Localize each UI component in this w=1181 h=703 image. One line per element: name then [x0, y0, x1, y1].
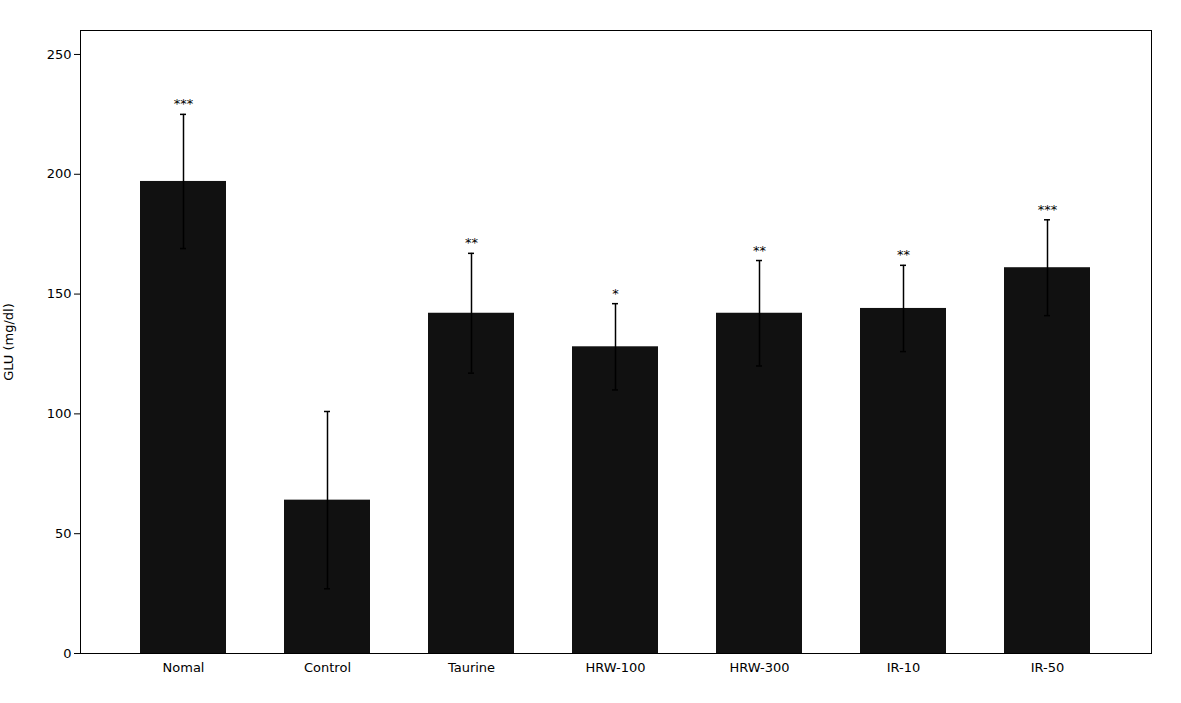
svg-text:IR-50: IR-50: [1031, 660, 1065, 675]
svg-text:***: ***: [1038, 202, 1058, 217]
svg-text:100: 100: [47, 406, 72, 421]
svg-text:250: 250: [47, 47, 72, 62]
svg-text:**: **: [465, 235, 479, 250]
svg-text:**: **: [753, 243, 767, 258]
svg-text:GLU (mg/dl): GLU (mg/dl): [1, 303, 16, 381]
svg-text:Nomal: Nomal: [163, 660, 205, 675]
svg-text:**: **: [897, 247, 911, 262]
svg-text:Taurine: Taurine: [447, 660, 495, 675]
svg-text:*: *: [612, 286, 619, 301]
svg-text:200: 200: [47, 166, 72, 181]
svg-text:IR-10: IR-10: [887, 660, 921, 675]
svg-text:50: 50: [55, 526, 72, 541]
svg-text:HRW-300: HRW-300: [729, 660, 789, 675]
svg-text:HRW-100: HRW-100: [585, 660, 645, 675]
svg-text:Control: Control: [304, 660, 351, 675]
svg-text:***: ***: [174, 96, 194, 111]
svg-text:0: 0: [63, 646, 71, 661]
svg-text:150: 150: [47, 286, 72, 301]
